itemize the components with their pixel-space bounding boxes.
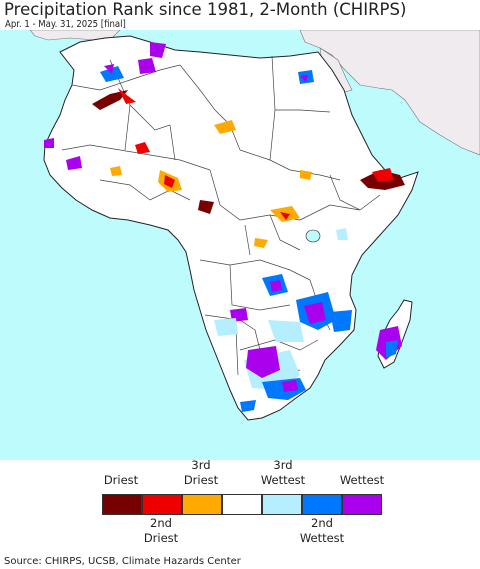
dry-patches [92, 88, 405, 248]
lake-victoria [305, 229, 321, 243]
map-subtitle: Apr. 1 - May. 31, 2025 [final] [5, 19, 126, 30]
europe-land [29, 30, 121, 41]
legend-label-2nd-driest: 2nd Driest [143, 516, 179, 545]
legend-label-wettest: Wettest [339, 473, 385, 487]
legend-label-driest: Driest [103, 473, 139, 487]
legend-swatch [182, 494, 222, 515]
legend-swatch [342, 494, 382, 515]
legend: Driest 3rd Driest 3rd Wettest Wettest 2nd D… [0, 458, 480, 550]
legend-swatch [222, 494, 262, 515]
legend-swatch [142, 494, 182, 515]
legend-swatch [262, 494, 302, 515]
legend-swatch [302, 494, 342, 515]
legend-label-3rd-driest: 3rd Driest [183, 458, 219, 487]
legend-swatch [102, 494, 142, 515]
source-credit: Source: CHIRPS, UCSB, Climate Hazards Ce… [4, 556, 241, 567]
precipitation-rank-map [0, 30, 480, 460]
legend-label-3rd-wettest: 3rd Wettest [260, 458, 306, 487]
wet-patches [44, 42, 402, 412]
legend-label-2nd-wettest: 2nd Wettest [299, 516, 345, 545]
map-title: Precipitation Rank since 1981, 2-Month (… [4, 0, 407, 19]
